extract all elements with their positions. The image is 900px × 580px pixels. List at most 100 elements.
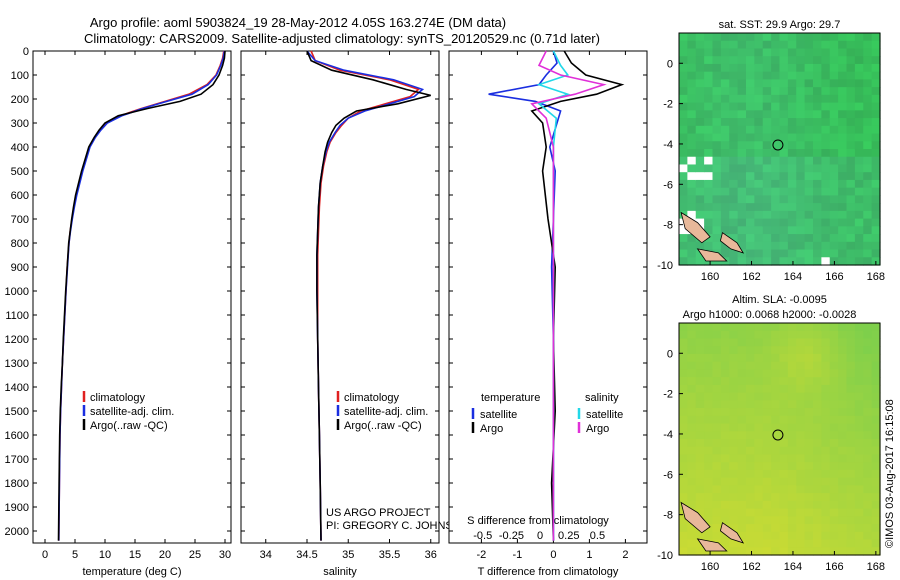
map-cell	[712, 493, 722, 502]
map-cell	[687, 493, 697, 502]
map-cell	[695, 141, 705, 150]
map-cell	[712, 241, 722, 251]
map-cell	[762, 539, 772, 548]
map-cell	[679, 524, 688, 533]
map-cell	[813, 454, 822, 463]
map-cell	[762, 94, 772, 104]
map-cell	[846, 369, 856, 378]
map-cell	[704, 446, 714, 456]
map-cell	[720, 102, 730, 111]
map-cell	[712, 392, 722, 401]
map-cell	[829, 110, 839, 119]
map-cell	[704, 516, 714, 525]
x-axis-label: salinity	[323, 566, 357, 578]
map-cell	[796, 415, 806, 425]
map-cell	[695, 133, 705, 142]
map-cell	[846, 516, 856, 525]
map-cell	[821, 210, 831, 220]
map-cell	[679, 485, 688, 494]
map-cell	[838, 48, 848, 57]
map-cell	[787, 524, 797, 533]
map-cell	[695, 408, 705, 417]
map-cell	[720, 257, 730, 266]
map-cell	[679, 257, 688, 266]
map-cell	[779, 531, 789, 541]
map-cell	[687, 323, 697, 332]
map-cell	[729, 415, 739, 425]
map-cell	[846, 392, 856, 401]
map-cell	[804, 87, 814, 96]
map-cell	[821, 423, 831, 432]
map-cell	[787, 346, 797, 355]
map-cell	[779, 446, 789, 456]
map-cell	[813, 87, 822, 96]
map-cell	[695, 187, 705, 196]
map-cell	[863, 102, 873, 111]
map-cell	[771, 234, 781, 243]
map-cell	[863, 493, 873, 502]
map-cell	[771, 462, 781, 471]
map-cell	[871, 156, 881, 166]
map-cell	[838, 369, 848, 378]
map-cell	[712, 454, 722, 463]
map-cell	[813, 547, 822, 556]
map-cell	[804, 164, 814, 173]
map-cell	[838, 33, 848, 42]
island-shape	[680, 211, 711, 244]
map-cell	[737, 500, 747, 510]
map-cell	[720, 493, 730, 502]
map-cell	[754, 249, 764, 258]
map-cell	[704, 110, 714, 119]
map-cell	[854, 439, 864, 448]
map-cell	[779, 249, 789, 258]
map-cell	[737, 149, 747, 158]
map-cell	[695, 346, 705, 355]
map-cell	[695, 40, 705, 50]
map-cell	[829, 71, 839, 80]
map-cell	[771, 249, 781, 258]
map-cell	[863, 257, 873, 266]
map-cell	[762, 40, 772, 50]
map-cell	[854, 323, 864, 332]
map-cell	[854, 516, 864, 525]
map-cell	[863, 94, 873, 104]
map-cell	[821, 203, 831, 212]
header-line2: Climatology: CARS2009. Satellite-adjuste…	[84, 31, 600, 46]
map-cell	[846, 400, 856, 409]
map-cell	[754, 485, 764, 494]
map-cell	[746, 377, 755, 386]
map-cell	[804, 125, 814, 135]
map-cell	[746, 195, 755, 204]
map-cell	[712, 141, 722, 150]
map-cell	[863, 187, 873, 196]
map-cell	[813, 400, 822, 409]
map-cell	[712, 353, 722, 363]
map-cell	[813, 187, 822, 196]
map-cell	[762, 48, 772, 57]
map-cell	[804, 524, 814, 533]
map-cell	[746, 226, 755, 235]
map-cell	[829, 210, 839, 220]
map-cell	[771, 454, 781, 463]
map-cell	[754, 446, 764, 456]
map-cell	[796, 102, 806, 111]
map-cell	[796, 392, 806, 401]
map-cell	[771, 172, 781, 181]
map-cell	[829, 79, 839, 88]
map-cell	[762, 353, 772, 363]
map-cell	[754, 218, 764, 227]
map-cell	[771, 338, 781, 347]
map-cell	[838, 149, 848, 158]
map-cell	[838, 384, 848, 394]
map-cell	[771, 56, 781, 65]
map-cell	[720, 241, 730, 251]
map-cell	[854, 56, 864, 65]
map-cell	[754, 94, 764, 104]
map-cell	[804, 353, 814, 363]
map-cell	[687, 485, 697, 494]
x-tick-label: 34.5	[296, 549, 317, 561]
map-cell	[854, 500, 864, 510]
map-cell	[771, 257, 781, 266]
map-cell	[796, 203, 806, 212]
depth-tick-label: 600	[11, 190, 29, 202]
